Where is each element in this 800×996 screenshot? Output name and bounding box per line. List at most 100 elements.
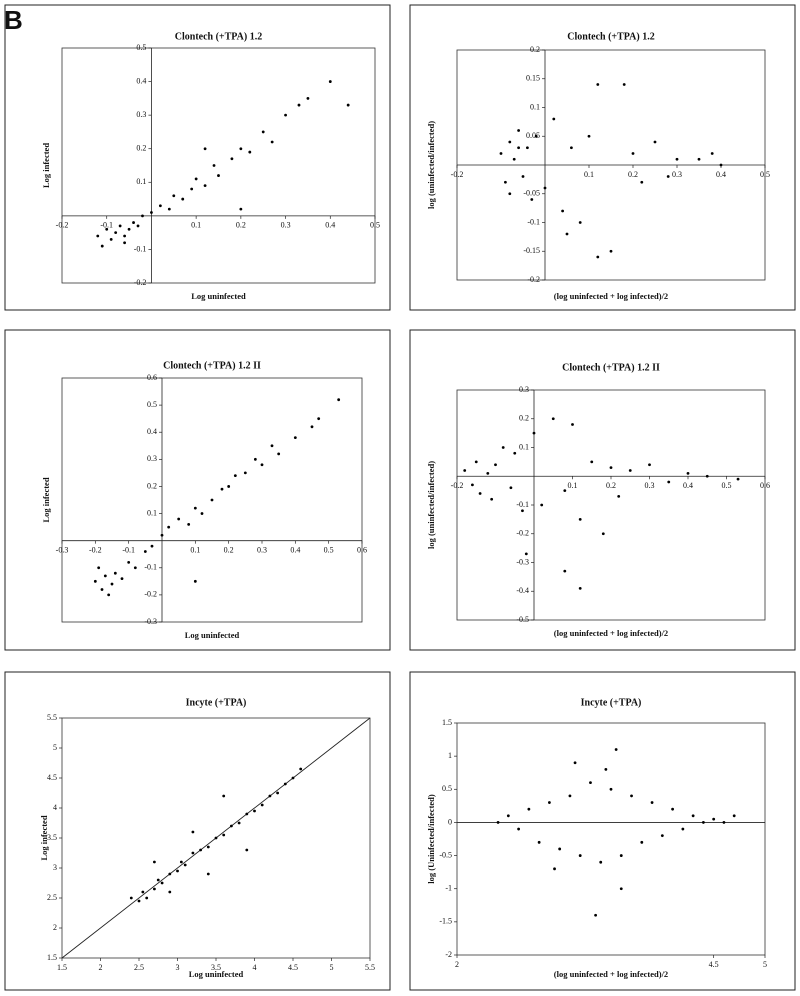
point	[589, 781, 592, 785]
point	[150, 211, 153, 214]
plot-frame	[61, 47, 376, 284]
point	[210, 498, 214, 502]
point	[150, 544, 154, 548]
y-axis-label: Log infected	[39, 815, 49, 860]
x-tick-label: 0.4	[716, 170, 726, 179]
point	[118, 224, 122, 228]
x-tick-label: 3	[176, 963, 180, 972]
point	[270, 140, 274, 144]
point	[127, 227, 131, 231]
point	[578, 854, 582, 857]
panel-box	[4, 671, 391, 991]
point	[203, 184, 207, 188]
point	[253, 809, 256, 813]
x-tick-label: 0.1	[584, 170, 594, 179]
point	[200, 512, 204, 515]
point	[553, 867, 556, 871]
point	[501, 446, 505, 449]
y-axis-label: Log infected	[41, 477, 51, 522]
x-tick-label: 0.2	[236, 221, 246, 230]
point	[299, 767, 303, 771]
point	[127, 560, 131, 564]
y-tick-label: 1.5	[47, 953, 57, 962]
point	[310, 425, 314, 429]
point	[650, 801, 654, 804]
point	[346, 103, 350, 107]
point	[203, 147, 207, 151]
chart-title: Incyte (+TPA)	[186, 697, 247, 708]
point	[490, 497, 494, 501]
point	[563, 489, 567, 493]
point	[253, 457, 257, 461]
point	[512, 157, 516, 161]
chart-title: Incyte (+TPA)	[581, 697, 642, 708]
point	[93, 579, 97, 583]
point	[239, 147, 243, 151]
point	[199, 848, 203, 852]
y-tick-label: -1.5	[439, 917, 452, 926]
y-tick-label: 1	[448, 751, 452, 760]
point	[648, 463, 651, 467]
y-axis-label: log (uninfected/infected)	[426, 121, 436, 209]
x-tick-label: 0.3	[672, 170, 682, 179]
point	[496, 821, 500, 824]
point	[712, 817, 716, 821]
y-tick-label: 2.5	[47, 893, 57, 902]
point	[471, 483, 474, 487]
point	[172, 194, 176, 198]
point	[293, 436, 297, 440]
point	[710, 152, 714, 155]
point	[666, 175, 670, 178]
chart-title: Clontech (+TPA) 1.2	[175, 31, 262, 42]
x-tick-label: 0.4	[683, 481, 693, 490]
point	[719, 163, 723, 167]
x-tick-label: 0.1	[568, 481, 578, 490]
point	[233, 474, 237, 477]
y-tick-label: -2	[445, 950, 452, 959]
point	[113, 571, 117, 575]
point	[114, 231, 118, 235]
point	[551, 417, 555, 421]
y-tick-label: 1.5	[442, 718, 452, 727]
point	[168, 872, 172, 876]
point	[609, 249, 613, 253]
point	[141, 890, 145, 894]
point	[504, 180, 507, 184]
point	[153, 860, 156, 864]
point	[578, 221, 582, 224]
y-tick-label: 0.3	[519, 385, 529, 394]
point	[526, 146, 529, 150]
point	[609, 466, 613, 470]
chart-title: Clontech (+TPA) 1.2 II	[562, 362, 660, 373]
x-tick-label: 0.6	[760, 481, 770, 490]
point	[590, 460, 594, 464]
y-tick-label: -0.1	[516, 500, 529, 509]
point	[167, 525, 171, 529]
point	[248, 150, 252, 154]
y-tick-label: -0.2	[134, 278, 147, 287]
point	[587, 134, 591, 138]
panel-box	[409, 671, 796, 991]
x-axis-label: Log uninfected	[191, 291, 246, 301]
point	[176, 869, 179, 873]
x-tick-label: 2	[455, 960, 459, 969]
point	[220, 487, 224, 491]
x-tick-label: 5	[763, 960, 767, 969]
point	[217, 174, 220, 177]
point	[509, 486, 513, 490]
y-tick-label: 0.1	[519, 442, 529, 451]
point	[599, 860, 603, 864]
y-tick-label: 0.2	[530, 45, 540, 54]
x-tick-label: 0.5	[760, 170, 770, 179]
x-tick-label: 0.4	[290, 545, 300, 554]
point	[517, 827, 520, 831]
plot-frame	[61, 377, 363, 623]
point	[578, 586, 582, 590]
y-axis-label: log (Uninfected/infected)	[426, 794, 436, 884]
y-tick-label: 0	[448, 817, 452, 826]
point	[722, 821, 726, 824]
y-tick-label: 0.3	[136, 110, 146, 119]
y-tick-label: 0.3	[147, 454, 157, 463]
point	[283, 782, 287, 786]
point	[660, 834, 664, 838]
